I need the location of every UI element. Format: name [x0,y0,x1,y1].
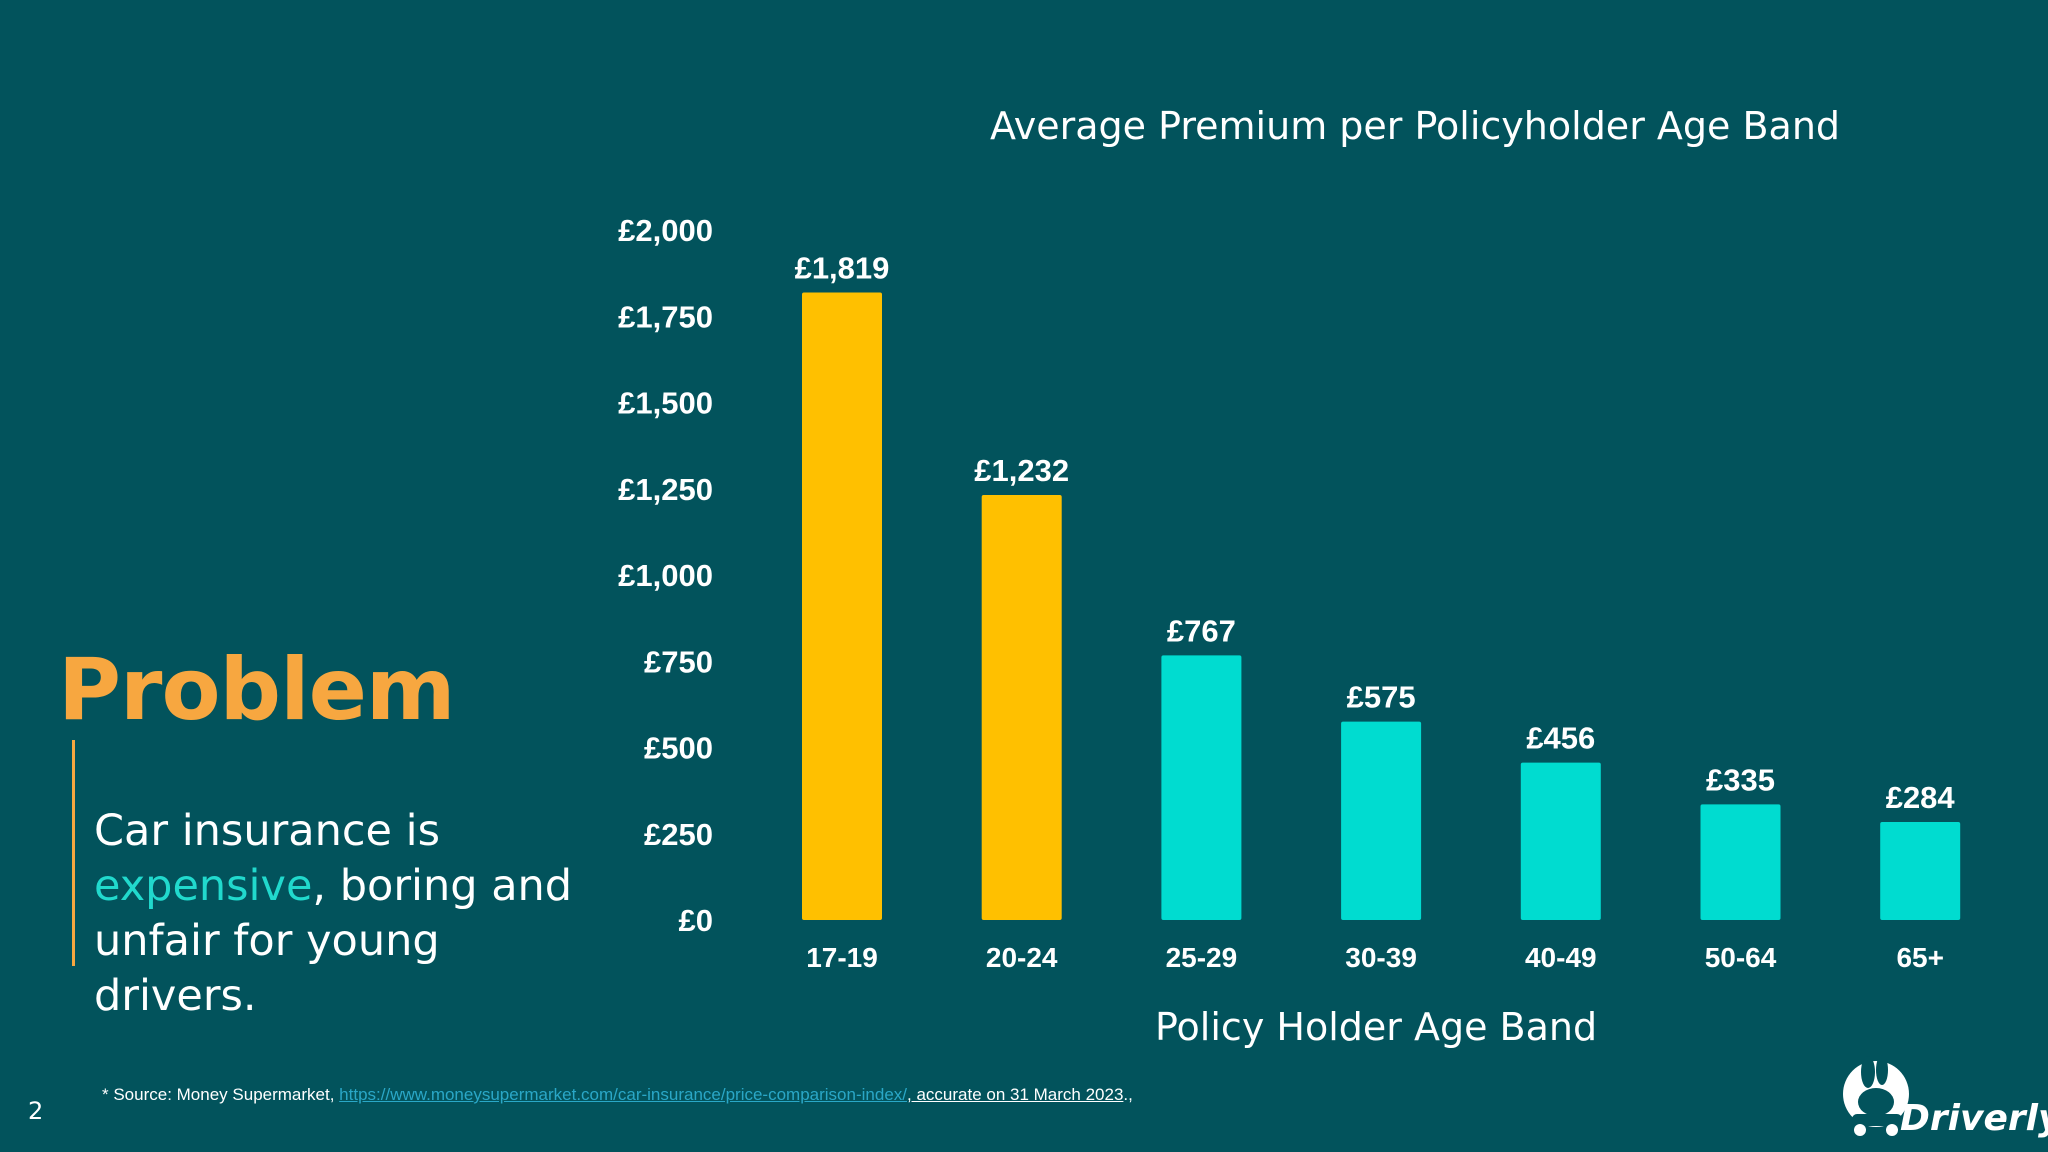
bar-value-label: £284 [1886,780,1956,815]
y-tick-label: £1,750 [618,299,713,334]
bar-value-label: £456 [1526,721,1595,756]
rabbit-car-icon [1843,1055,1909,1136]
y-tick-label: £1,500 [618,386,713,421]
bar [1700,804,1781,920]
source-link[interactable]: https://www.moneysupermarket.com/car-ins… [339,1085,907,1104]
y-tick-label: £250 [644,817,713,852]
y-tick-label: £0 [679,903,713,938]
bar-value-label: £1,819 [795,250,890,285]
y-tick-label: £500 [644,731,713,766]
bar [1520,762,1601,920]
source-note: * Source: Money Supermarket, https://www… [102,1085,1133,1105]
problem-statement: Car insurance is expensive, boring and u… [94,804,614,1024]
problem-text-highlight: expensive [94,861,313,911]
page-number: 2 [28,1097,44,1125]
problem-accent-line [72,740,75,966]
bar [1341,721,1422,920]
bar [1161,655,1242,920]
bar-value-label: £335 [1706,762,1775,797]
y-tick-label: £2,000 [618,213,713,248]
y-tick-label: £750 [644,644,713,679]
x-axis-title: Policy Holder Age Band [1155,1005,1598,1049]
source-date: , accurate on 31 March 2023 [907,1085,1124,1104]
bar-value-label: £575 [1347,680,1416,715]
bar-value-label: £1,232 [974,453,1069,488]
x-tick-label: 65+ [1896,942,1944,973]
logo-wordmark: Driverly [1900,1098,2048,1139]
problem-text-start: Car insurance is [94,806,440,856]
problem-text-end: , boring and unfair for young drivers. [94,861,573,1021]
x-tick-label: 17-19 [806,942,878,973]
x-tick-label: 20-24 [986,942,1058,973]
y-tick-label: £1,250 [618,472,713,507]
bar [981,494,1062,920]
x-tick-label: 50-64 [1705,942,1777,973]
source-tail: ., [1123,1085,1133,1104]
x-tick-label: 30-39 [1345,942,1417,973]
x-tick-label: 25-29 [1166,942,1238,973]
problem-title: Problem [58,640,456,740]
chart-title: Average Premium per Policyholder Age Ban… [990,104,1841,148]
x-tick-label: 40-49 [1525,942,1597,973]
bar [802,292,882,920]
bar-value-label: £767 [1167,613,1236,648]
bar [1880,822,1961,920]
y-tick-label: £1,000 [618,558,713,593]
source-prefix: * Source: Money Supermarket, [102,1085,340,1104]
